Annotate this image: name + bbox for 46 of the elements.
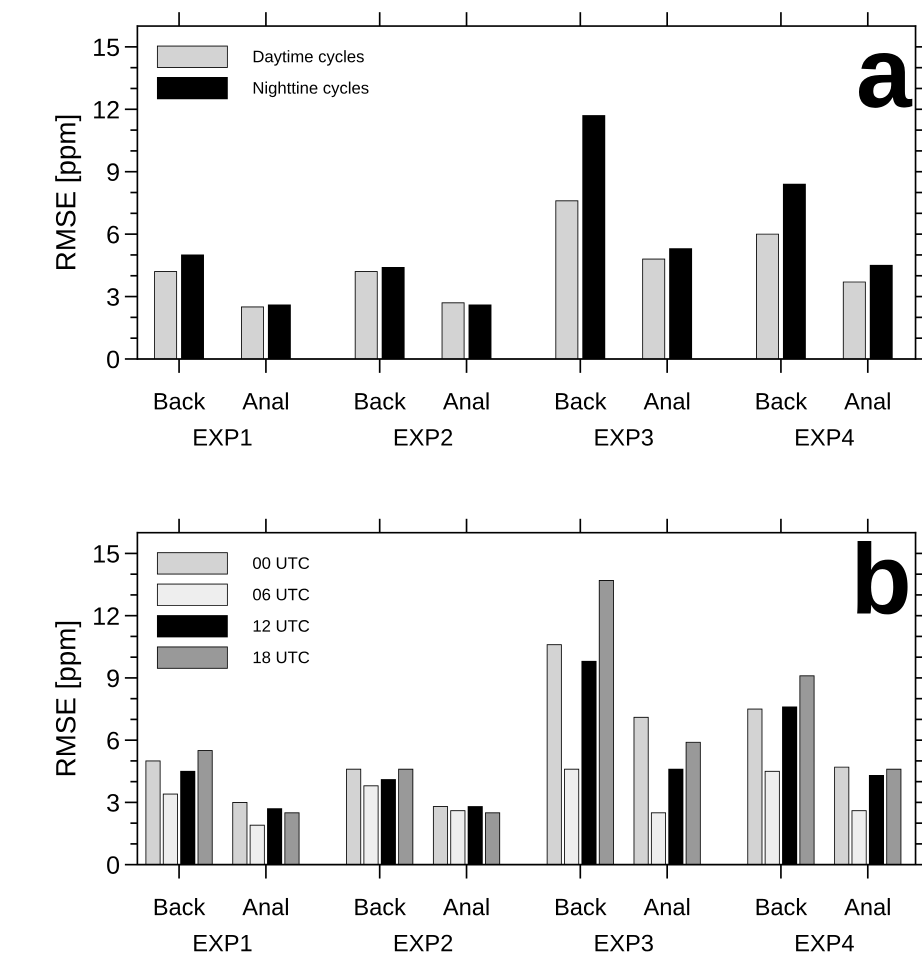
x-tick-label: Back xyxy=(154,392,206,410)
x-tick-label: Back xyxy=(355,898,406,916)
x-tick-label: Anal xyxy=(844,392,890,410)
text: EXP4 xyxy=(796,934,854,952)
x-tick-label: Back xyxy=(355,392,406,410)
x-tick-label: Anal xyxy=(644,898,690,916)
y-tick-label: 9 xyxy=(107,670,119,688)
x-tick-label: Back xyxy=(556,898,607,916)
x-tick-label: Back xyxy=(556,392,607,410)
x-tick-label: Back xyxy=(756,392,808,410)
y-tick-label: 3 xyxy=(107,794,119,812)
legend-label: 18 UTC xyxy=(254,651,310,664)
y-tick-label: 9 xyxy=(107,163,119,182)
y-tick-label: 6 xyxy=(107,226,119,244)
x-tick-label: Anal xyxy=(442,898,489,916)
x-tick-label: Anal xyxy=(442,392,489,410)
text: EXP2 xyxy=(394,934,452,952)
text: EXP4 xyxy=(796,429,854,446)
y-tick-label: 12 xyxy=(94,100,119,118)
legend-label: 12 UTC xyxy=(254,620,310,632)
chart-title: a xyxy=(858,53,912,108)
legend-label: Nighttine cycles xyxy=(254,82,368,98)
y-tick-label: 3 xyxy=(107,288,119,306)
y-tick-label: 15 xyxy=(94,38,119,56)
text: EXP2 xyxy=(394,429,452,446)
y-tick-label: 15 xyxy=(94,545,119,563)
y-tick-label: 6 xyxy=(107,732,119,750)
x-tick-label: Anal xyxy=(644,392,690,410)
x-tick-label: Anal xyxy=(242,898,288,916)
y-tick-label: 12 xyxy=(94,607,119,625)
text: EXP1 xyxy=(194,429,252,446)
y-axis-title: RMSE [ppm] xyxy=(55,622,82,776)
legend-label: 06 UTC xyxy=(253,588,310,600)
x-tick-label: Back xyxy=(154,898,206,916)
x-tick-label: Anal xyxy=(844,898,890,916)
x-tick-label: Back xyxy=(756,898,808,916)
chart-title: b xyxy=(857,540,908,614)
text: EXP3 xyxy=(595,429,653,446)
legend-label: Daytime cycles xyxy=(254,50,364,66)
text: EXP1 xyxy=(194,934,252,952)
legend-label: 00 UTC xyxy=(253,557,310,570)
y-tick-label: 0 xyxy=(107,350,120,368)
y-axis-title: RMSE [ppm] xyxy=(55,116,82,269)
text: EXP3 xyxy=(595,934,653,952)
y-tick-label: 0 xyxy=(107,856,120,874)
x-tick-label: Anal xyxy=(242,392,288,410)
